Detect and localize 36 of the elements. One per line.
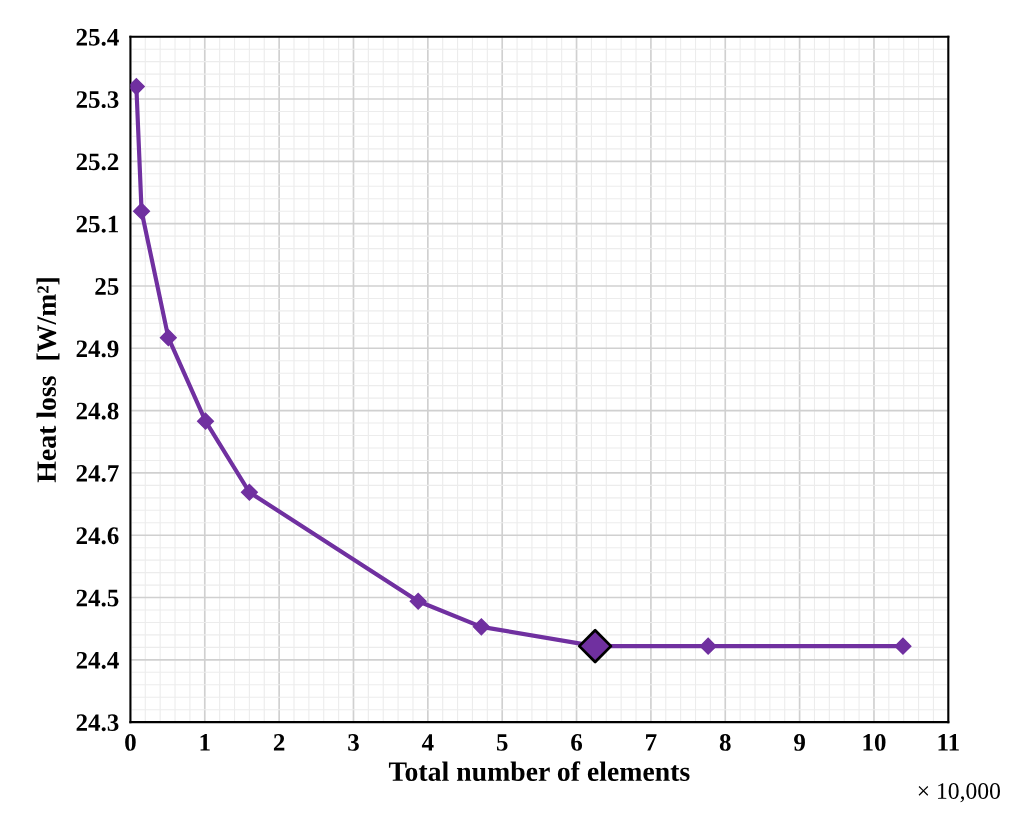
x-tick-label: 1 [200, 734, 210, 751]
text: × 10,000 [918, 783, 1000, 803]
y-tick-label: 25.3 [76, 91, 119, 109]
x-tick-label: 7 [646, 734, 657, 751]
x-axis-title: Total number of elements [388, 761, 690, 782]
point [133, 202, 151, 220]
y-tick-label: 24.6 [76, 527, 119, 545]
x-tick-label: 10 [863, 733, 886, 751]
x-tick-label: 0 [125, 733, 136, 751]
y-tick-label: 25 [95, 278, 119, 295]
point [409, 592, 427, 610]
point [159, 329, 177, 347]
x-tick-label: 8 [719, 733, 731, 751]
y-tick-label: 24.9 [76, 340, 119, 358]
y-tick-label: 24.4 [76, 651, 119, 669]
point [699, 637, 717, 655]
x-tick-label: 6 [571, 734, 583, 751]
x-tick-label: 5 [496, 734, 508, 751]
y-tick-label: 25.4 [76, 28, 119, 46]
y-tick-label: 25.2 [76, 153, 119, 171]
x-tick-label: 9 [794, 734, 805, 751]
point [472, 618, 490, 636]
point [577, 628, 613, 664]
y-tick-label: 24.3 [76, 714, 119, 732]
x-tick-label: 2 [273, 734, 285, 751]
y-tick-label: 24.8 [76, 402, 119, 420]
x-tick-label: 4 [421, 734, 434, 751]
point [196, 412, 215, 430]
y-tick-label: 24.7 [76, 465, 119, 482]
y-tick-label: 24.5 [76, 589, 119, 607]
point [240, 483, 258, 501]
x-tick-label: 11 [938, 734, 959, 751]
x-tick-label: 3 [348, 734, 359, 751]
y-tick-label: 25.1 [76, 215, 119, 233]
y-axis-title: Heat loss [W/m²] [36, 278, 60, 483]
point [894, 637, 912, 655]
